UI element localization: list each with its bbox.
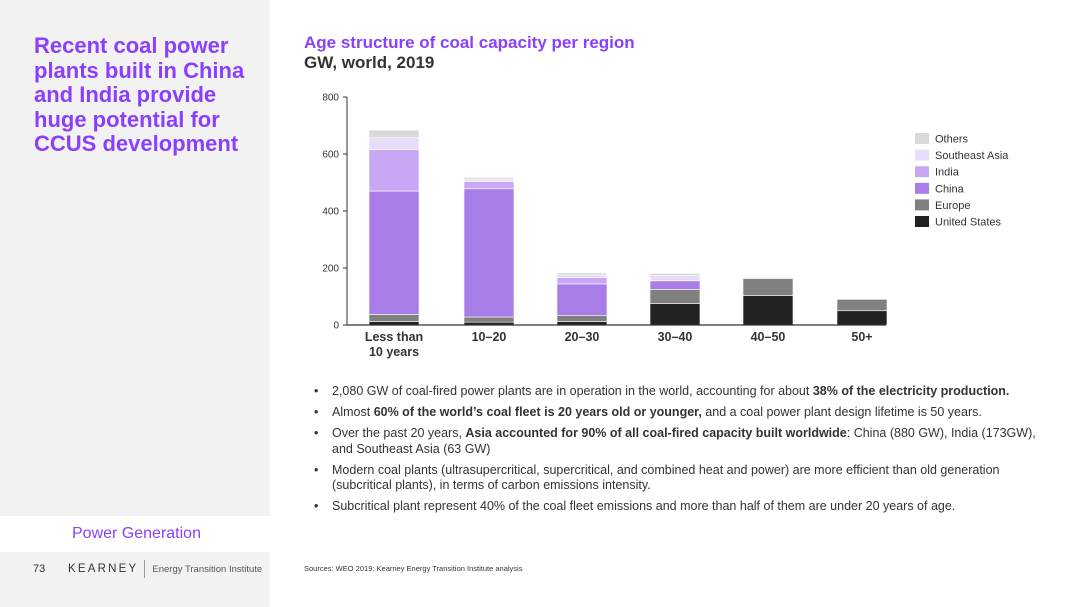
bullet-item: 2,080 GW of coal-fired power plants are … xyxy=(313,384,1043,400)
bar-segment-others xyxy=(742,277,794,279)
legend-label-china: China xyxy=(935,183,965,195)
logo-divider xyxy=(144,560,146,578)
y-tick-label: 800 xyxy=(322,93,339,104)
bar-segment-europe xyxy=(836,299,888,312)
bar-segment-europe xyxy=(368,314,420,322)
x-tick-label: 10 years xyxy=(369,345,419,359)
bar-segment-united-states xyxy=(742,295,794,326)
bar-segment-southeast-asia xyxy=(368,137,420,151)
bar-segment-others xyxy=(649,273,701,276)
legend-swatch-southeast-asia xyxy=(915,149,929,161)
logo-wordmark: KEARNEY xyxy=(68,563,139,575)
x-tick-label: 30–40 xyxy=(658,330,693,344)
bullet-bold-text: 38% of the electricity production. xyxy=(812,384,1010,398)
bar-segment-southeast-asia xyxy=(463,178,515,182)
chart-subtitle: GW, world, 2019 xyxy=(304,53,435,72)
bar-segment-europe xyxy=(463,316,515,323)
legend-swatch-united-states xyxy=(915,216,929,227)
legend-label-united-states: United States xyxy=(935,217,1002,229)
y-tick-label: 600 xyxy=(322,150,339,161)
bar-segment-united-states xyxy=(836,310,888,326)
bar-segment-china xyxy=(556,283,608,316)
bullet-text: Over the past 20 years, xyxy=(332,426,466,440)
logo-subtitle: Energy Transition Institute xyxy=(152,563,263,575)
legend-label-southeast-asia: Southeast Asia xyxy=(935,150,1009,162)
x-tick-label: Less than xyxy=(365,330,423,344)
bullet-text: Modern coal plants (ultrasupercritical, … xyxy=(332,462,1000,493)
bullet-bold-text: Asia accounted for 90% of all coal-fired… xyxy=(465,426,847,440)
bullet-text: and a coal power plant design lifetime i… xyxy=(701,405,982,419)
x-tick-label: 50+ xyxy=(851,330,872,344)
bullet-text: Subcritical plant represent 40% of the c… xyxy=(332,499,956,513)
bar-segment-europe xyxy=(649,289,701,304)
bar-segment-india xyxy=(368,149,420,192)
bullet-text: 2,080 GW of coal-fired power plants are … xyxy=(332,384,813,398)
legend-swatch-china xyxy=(915,182,929,194)
bar-segment-europe xyxy=(556,315,608,322)
bullet-list: 2,080 GW of coal-fired power plants are … xyxy=(313,384,1043,520)
sources-note: Sources: WEO 2019: Kearney Energy Transi… xyxy=(304,564,523,573)
bar-segment-europe xyxy=(742,278,794,296)
bar-segment-southeast-asia xyxy=(556,274,608,278)
bar-segment-others xyxy=(556,272,608,276)
x-tick-label: 20–30 xyxy=(565,330,600,344)
bar-segment-others xyxy=(463,177,515,180)
bullet-bold-text: 60% of the world’s coal fleet is 20 year… xyxy=(373,405,702,419)
headline: Recent coal power plants built in China … xyxy=(34,33,245,156)
section-label: Power Generation xyxy=(72,525,201,542)
y-tick-label: 400 xyxy=(322,207,339,218)
bar-segment-china xyxy=(649,280,701,290)
y-tick-label: 0 xyxy=(333,321,339,332)
chart-title: Age structure of coal capacity per regio… xyxy=(304,33,635,52)
bar-segment-others xyxy=(368,129,420,139)
legend-label-europe: Europe xyxy=(935,200,970,212)
legend-swatch-others xyxy=(915,133,929,144)
left-panel xyxy=(0,0,270,607)
section-box xyxy=(0,516,270,552)
y-tick-label: 200 xyxy=(322,264,339,275)
kearney-logo: KEARNEY Energy Transition Institute xyxy=(68,560,262,578)
bar-segment-china xyxy=(463,188,515,318)
bar-segment-india xyxy=(556,277,608,285)
x-tick-label: 40–50 xyxy=(751,330,786,344)
page-number: 73 xyxy=(33,563,46,575)
x-tick-label: 10–20 xyxy=(472,330,507,344)
bar-segment-china xyxy=(368,190,420,315)
bar-segment-india xyxy=(463,181,515,190)
bullet-item: Subcritical plant represent 40% of the c… xyxy=(313,499,1043,515)
legend-label-others: Others xyxy=(935,134,969,146)
bullet-item: Over the past 20 years, Asia accounted f… xyxy=(313,426,1043,457)
legend-swatch-india xyxy=(915,166,929,178)
legend-label-india: India xyxy=(935,167,960,179)
bar-segment-southeast-asia xyxy=(649,275,701,282)
bullet-text: Almost xyxy=(332,405,374,419)
bullet-item: Modern coal plants (ultrasupercritical, … xyxy=(313,463,1043,494)
bullet-text: : China (880 GW), India (173GW), and Sou… xyxy=(332,426,1036,456)
bar-segment-united-states xyxy=(649,303,701,326)
legend-swatch-europe xyxy=(915,199,929,211)
bullet-item: Almost 60% of the world’s coal fleet is … xyxy=(313,405,1043,421)
